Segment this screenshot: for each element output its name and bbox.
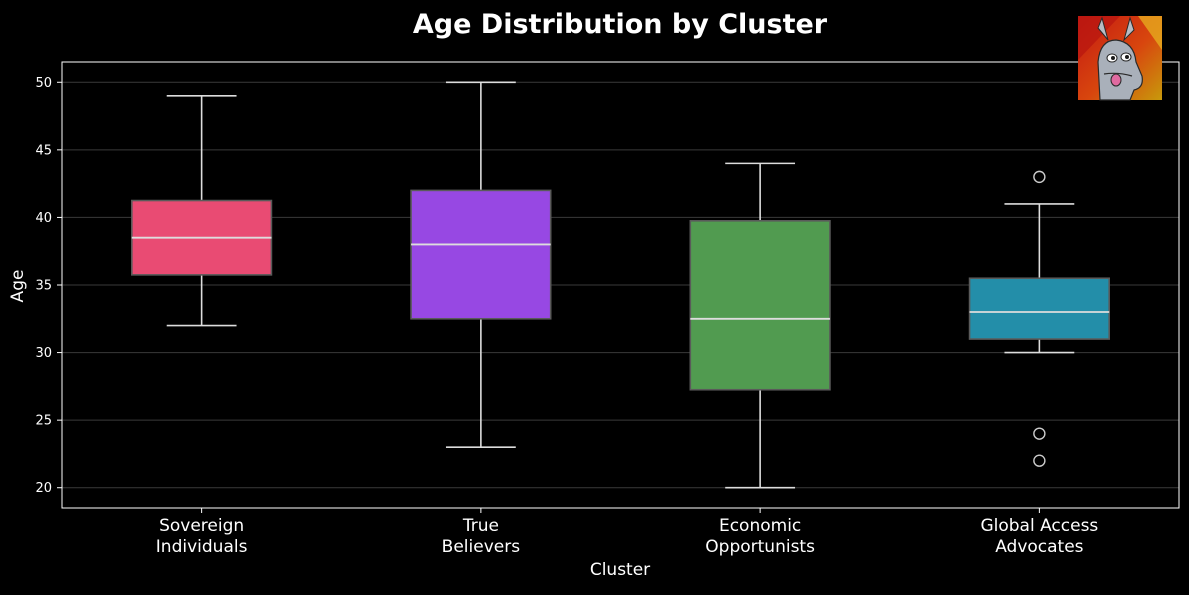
iqr-box: [968, 277, 1110, 340]
x-tick-label: Advocates: [995, 537, 1083, 557]
y-axis-label: Age: [8, 270, 28, 303]
x-tick-label: Economic: [719, 516, 801, 536]
box-plot-4: [968, 170, 1110, 467]
outlier-point: [1033, 170, 1046, 184]
llama-avatar-icon: [1078, 16, 1162, 101]
box-plot-3: [689, 162, 831, 489]
box-plot-2: [410, 81, 552, 448]
y-tick-label: 25: [35, 414, 52, 429]
box-plot-1: [131, 94, 273, 327]
outlier-point: [1033, 454, 1046, 467]
x-tick-label: Opportunists: [705, 537, 815, 557]
x-tick-label: Individuals: [156, 537, 248, 557]
y-tick-label: 20: [35, 481, 52, 496]
y-tick-label: 30: [35, 346, 52, 361]
x-axis-label: Cluster: [590, 560, 650, 580]
y-tick-label: 35: [35, 279, 52, 294]
box-plots: [131, 81, 1110, 489]
outlier-point: [1033, 427, 1046, 440]
x-tick-label: Believers: [442, 537, 521, 557]
chart-title: Age Distribution by Cluster: [413, 9, 828, 40]
x-tick-label: Global Access: [980, 516, 1098, 536]
y-tick-label: 50: [35, 76, 52, 91]
iqr-box: [689, 220, 831, 391]
y-tick-label: 45: [35, 143, 52, 158]
x-tick-label: True: [462, 516, 499, 536]
iqr-box: [410, 189, 552, 320]
x-tick-label: Sovereign: [159, 516, 244, 536]
y-axis-ticks: 20 25 30 35 40 45 50: [35, 76, 62, 496]
y-tick-label: 40: [35, 211, 52, 226]
